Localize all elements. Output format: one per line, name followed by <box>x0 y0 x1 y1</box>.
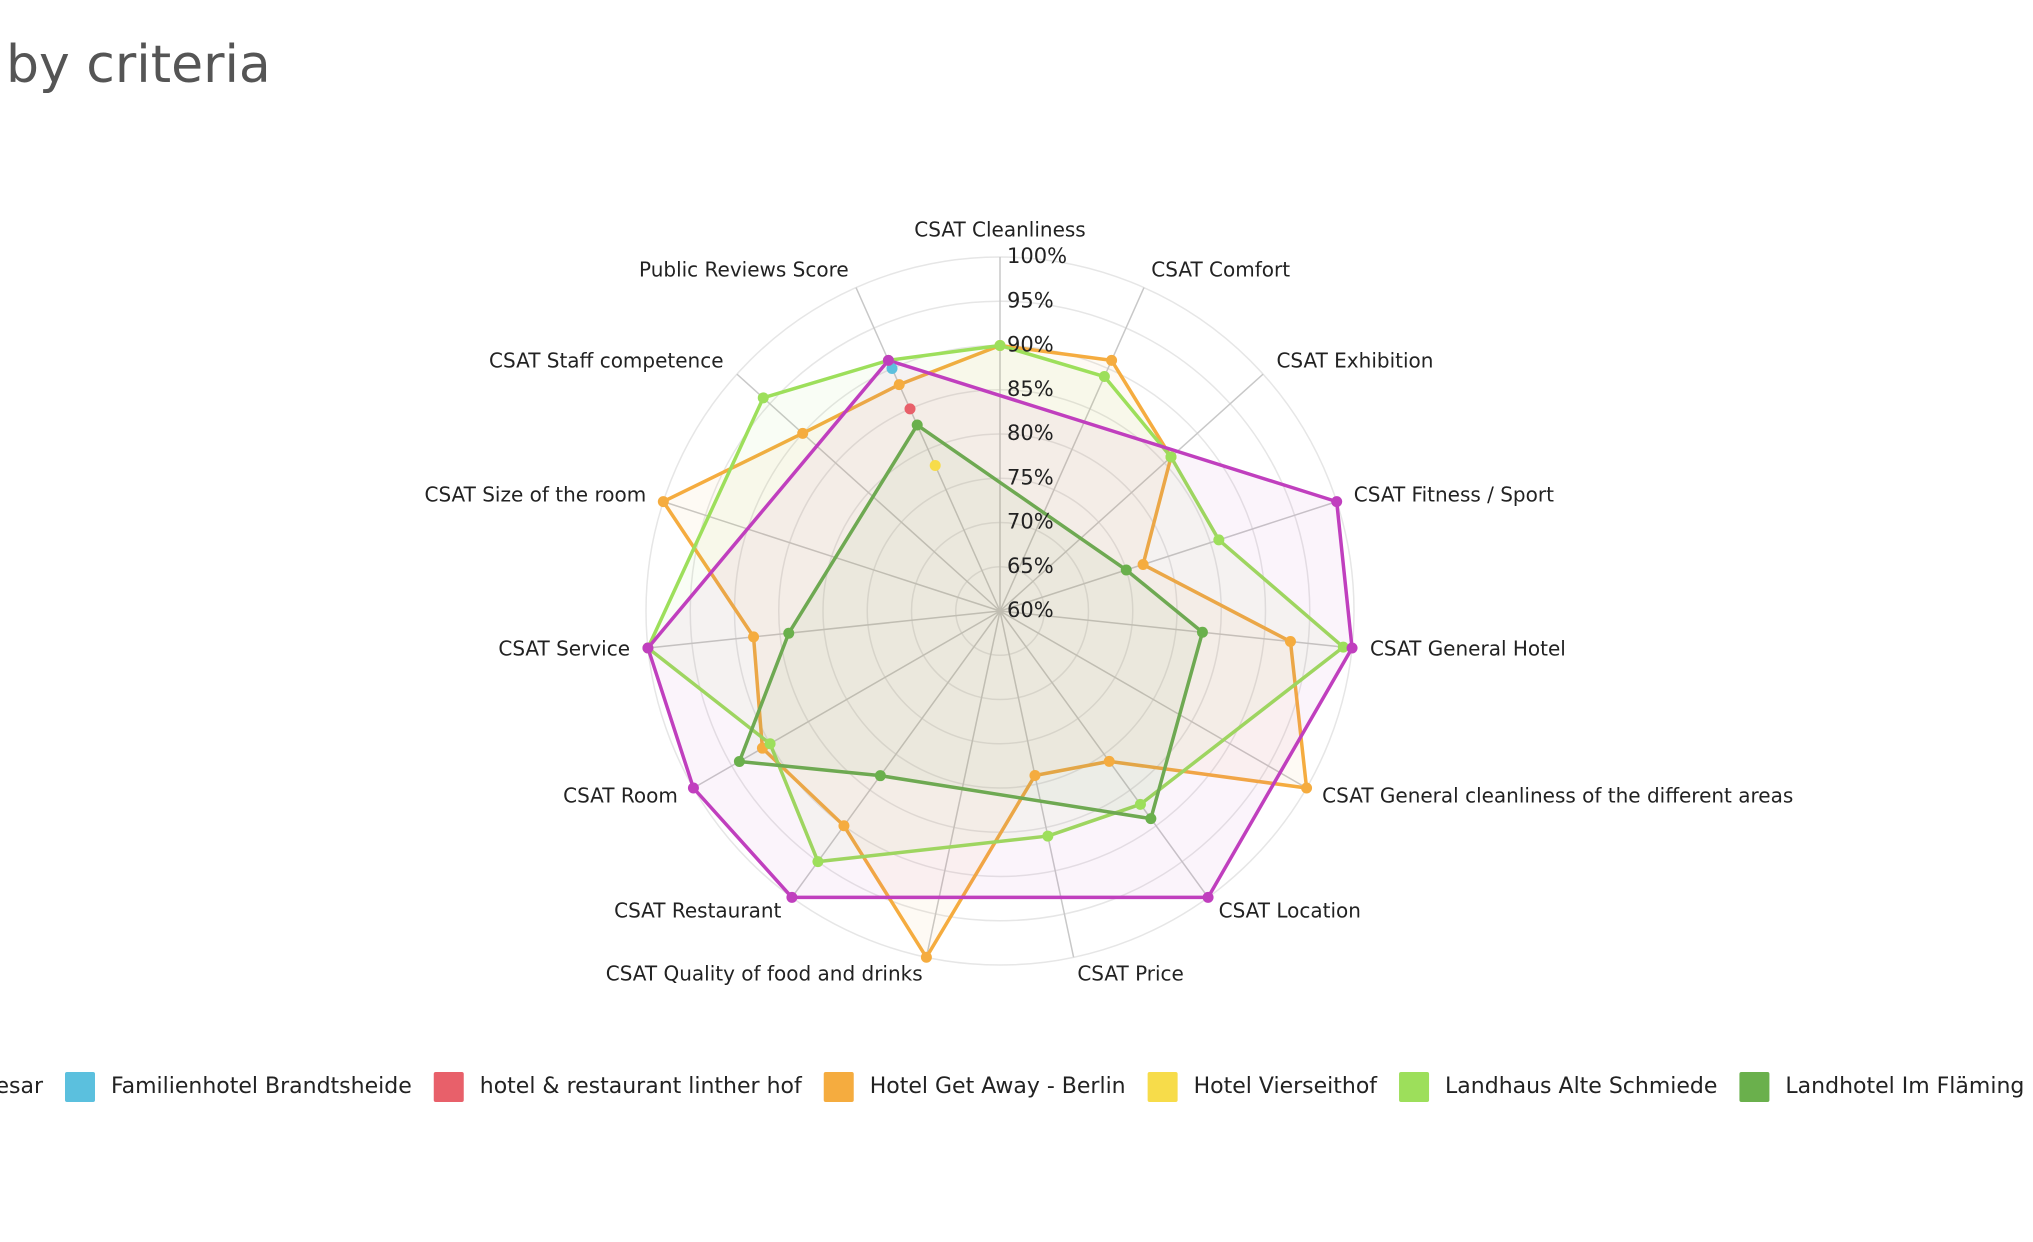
legend-swatch <box>1399 1072 1430 1102</box>
category-label: CSAT Quality of food and drinks <box>606 961 923 985</box>
data-point <box>838 820 850 832</box>
data-point <box>1120 564 1132 576</box>
data-point <box>1213 534 1225 546</box>
axis-spoke <box>647 610 1001 649</box>
legend-swatch <box>433 1072 464 1102</box>
data-point <box>1346 642 1358 654</box>
category-label: CSAT Room <box>563 784 678 808</box>
category-label: CSAT General cleanliness of the differen… <box>1322 784 1793 808</box>
chart-title: by criteria <box>6 35 271 95</box>
legend-label: Landhotel Im Fläming <box>1785 1074 2024 1099</box>
legend-swatch <box>823 1072 854 1102</box>
category-label: Public Reviews Score <box>639 258 849 282</box>
data-point <box>1301 782 1313 794</box>
axis-spoke <box>999 373 1264 612</box>
radial-tick-label: 80% <box>1007 421 1054 445</box>
category-label: CSAT Size of the room <box>425 483 647 507</box>
category-label: CSAT Staff competence <box>489 349 724 373</box>
radial-tick-label: 85% <box>1007 377 1054 401</box>
data-point <box>1196 626 1208 638</box>
data-point <box>1165 451 1177 463</box>
category-label: CSAT Service <box>498 636 630 660</box>
axis-spoke <box>999 287 1145 612</box>
axis-spoke <box>999 610 1307 789</box>
category-label: CSAT Exhibition <box>1276 349 1433 373</box>
data-point <box>657 496 669 508</box>
data-point <box>1331 496 1343 508</box>
axis-spoke <box>736 373 1001 612</box>
legend-label: Familienhotel Brandtsheide <box>111 1074 412 1099</box>
axis-spoke <box>925 610 1001 958</box>
category-label: CSAT Restaurant <box>614 898 781 922</box>
axis-spoke <box>999 500 1337 612</box>
legend-label: Hotel Vierseithof <box>1194 1074 1379 1099</box>
legend-label: esar <box>0 1074 44 1099</box>
data-point <box>904 403 916 415</box>
radial-tick-label: 90% <box>1007 333 1054 357</box>
data-point <box>1029 769 1041 781</box>
data-point <box>929 459 941 471</box>
radial-tick-label: 75% <box>1007 465 1054 489</box>
data-point <box>874 770 886 782</box>
category-label: CSAT General Hotel <box>1370 636 1566 660</box>
category-label: CSAT Price <box>1077 961 1184 985</box>
category-label: CSAT Cleanliness <box>914 218 1085 242</box>
series-area <box>737 423 1205 821</box>
data-point <box>733 755 745 767</box>
legend-label: hotel & restaurant linther hof <box>480 1074 803 1099</box>
data-point <box>748 631 760 643</box>
legend-label: Hotel Get Away - Berlin <box>870 1074 1126 1099</box>
axis-spoke <box>663 500 1001 612</box>
axis-spoke <box>791 610 1001 898</box>
series-area <box>646 358 1354 900</box>
data-point <box>783 627 795 639</box>
data-point <box>1103 755 1115 767</box>
legend-label: Landhaus Alte Schmiede <box>1445 1074 1717 1099</box>
data-point <box>1337 641 1349 653</box>
axis-spoke <box>999 610 1075 958</box>
data-point <box>1137 559 1149 571</box>
data-point <box>764 738 776 750</box>
data-point <box>642 642 654 654</box>
data-point <box>1145 813 1157 825</box>
data-point <box>1134 798 1146 810</box>
category-label: CSAT Fitness / Sport <box>1354 483 1554 507</box>
data-point <box>687 782 699 794</box>
data-point <box>812 856 824 868</box>
radial-tick-label: 60% <box>1007 598 1054 622</box>
legend-swatch <box>1147 1072 1178 1102</box>
data-point <box>757 392 769 404</box>
radial-tick-label: 65% <box>1007 554 1054 578</box>
legend-swatch <box>1739 1072 1770 1102</box>
category-label: CSAT Comfort <box>1151 258 1290 282</box>
data-point <box>994 340 1006 351</box>
radial-tick-label: 70% <box>1007 510 1054 534</box>
legend-swatch <box>65 1072 95 1102</box>
data-point <box>911 419 923 431</box>
data-point <box>1284 636 1296 648</box>
axis-spoke <box>999 610 1209 898</box>
data-point <box>920 951 932 963</box>
data-point <box>1106 354 1118 366</box>
axis-spoke <box>693 610 1001 789</box>
data-point <box>1202 891 1214 903</box>
data-point <box>1098 371 1110 383</box>
category-label: CSAT Location <box>1219 898 1361 922</box>
radial-tick-label: 100% <box>1007 244 1067 268</box>
data-point <box>786 891 798 903</box>
axis-spoke <box>855 287 1001 612</box>
data-point <box>893 379 905 391</box>
radial-tick-label: 95% <box>1007 288 1054 312</box>
data-point <box>1042 830 1054 842</box>
data-point <box>797 427 809 439</box>
data-point <box>882 354 894 366</box>
